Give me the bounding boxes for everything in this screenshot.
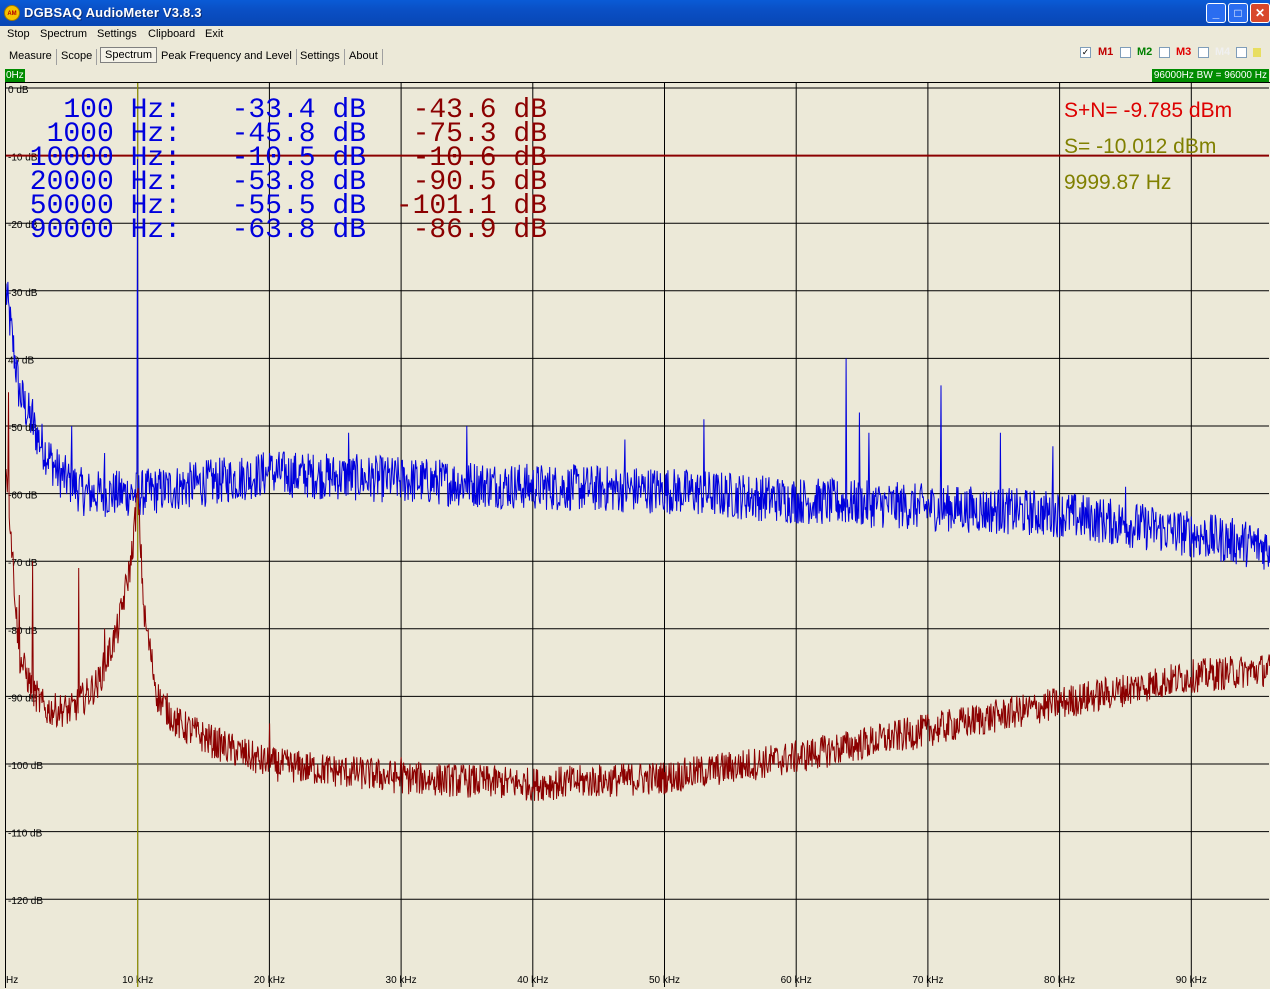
x-tick-label: Hz [6, 975, 18, 986]
y-tick-label: -10 dB [8, 153, 38, 164]
y-tick-label: -120 dB [8, 896, 43, 907]
x-tick-label: 90 kHz [1176, 975, 1207, 986]
app-icon: AM [4, 5, 20, 21]
menu-spectrum[interactable]: Spectrum [40, 28, 88, 40]
spectrum-svg: 0 dB -10 dB -20 dB -30 dB 40 dB -50 dB -60 dB -… [6, 83, 1270, 987]
readout-s-plus-n: S+N= -9.785 dBm [1064, 99, 1232, 122]
tab-about[interactable]: About [345, 49, 383, 65]
marker-m3-label: M3 [1176, 46, 1192, 58]
y-tick-label: 0 dB [8, 85, 29, 96]
table-level-blue: -55.5 dB [232, 191, 366, 222]
table-freq: 10000 Hz: [30, 143, 181, 174]
y-tick-label: -80 dB [8, 626, 38, 637]
window-title: DGBSAQ AudioMeter V3.8.3 [24, 5, 202, 20]
tab-measure[interactable]: Measure [5, 49, 57, 65]
maximize-button[interactable]: □ [1228, 3, 1248, 23]
table-freq: 20000 Hz: [30, 167, 181, 198]
marker-m4-label: M4 [1215, 46, 1231, 58]
spectrum-plot[interactable]: 0 dB -10 dB -20 dB -30 dB 40 dB -50 dB -60 dB -… [5, 82, 1270, 988]
y-tick-label: -100 dB [8, 761, 43, 772]
marker-m5-swatch [1253, 48, 1261, 57]
menu-stop[interactable]: Stop [7, 28, 30, 40]
marker-m5-checkbox[interactable] [1236, 47, 1247, 58]
x-tick-label: 80 kHz [1044, 975, 1075, 986]
marker-m2-label: M2 [1137, 46, 1153, 58]
table-level-red: -10.6 dB [413, 143, 547, 174]
x-tick-label: 20 kHz [254, 975, 285, 986]
tab-scope[interactable]: Scope [57, 49, 98, 65]
menu-bar: Stop Spectrum Settings Clipboard Exit [0, 26, 1270, 44]
y-tick-label: -110 dB [8, 829, 43, 840]
table-level-blue: -63.8 dB [232, 215, 366, 246]
y-tick-label: -70 dB [8, 558, 38, 569]
tab-bar: Measure Scope Spectrum Peak Frequency an… [0, 44, 1270, 68]
bandwidth-label: 96000Hz BW = 96000 Hz [1151, 69, 1269, 82]
y-tick-label: -90 dB [8, 693, 38, 704]
menu-clipboard[interactable]: Clipboard [148, 28, 196, 40]
start-frequency-label: 0Hz [5, 69, 25, 82]
table-level-red: -101.1 dB [396, 191, 547, 222]
tab-settings[interactable]: Settings [296, 49, 345, 65]
x-tick-label: 40 kHz [517, 975, 548, 986]
readout-frequency: 9999.87 Hz [1064, 171, 1171, 194]
table-level-red: -86.9 dB [413, 215, 547, 246]
table-level-blue: -10.5 dB [232, 143, 366, 174]
table-freq: 1000 Hz: [47, 119, 181, 150]
x-tick-label: 60 kHz [781, 975, 812, 986]
marker-m4-checkbox[interactable] [1198, 47, 1209, 58]
marker-m2-checkbox[interactable] [1120, 47, 1131, 58]
close-button[interactable]: ✕ [1250, 3, 1270, 23]
y-tick-label: -20 dB [8, 220, 38, 231]
table-level-red: -43.6 dB [413, 95, 547, 126]
marker-m3-checkbox[interactable] [1159, 47, 1170, 58]
y-tick-label: 40 dB [8, 355, 34, 366]
menu-exit[interactable]: Exit [205, 28, 224, 40]
tab-spectrum[interactable]: Spectrum [100, 47, 158, 63]
readout-s: S= -10.012 dBm [1064, 135, 1216, 158]
minimize-button[interactable]: _ [1206, 3, 1226, 23]
tab-peak-frequency-and-level[interactable]: Peak Frequency and Level [157, 49, 297, 65]
frequency-range-bar: 0Hz 96000Hz BW = 96000 Hz [0, 69, 1270, 82]
table-level-blue: -45.8 dB [232, 119, 366, 150]
x-tick-label: 70 kHz [912, 975, 943, 986]
table-level-blue: -53.8 dB [232, 167, 366, 198]
table-freq: 90000 Hz: [30, 215, 181, 246]
table-freq: 50000 Hz: [30, 191, 181, 222]
y-tick-label: -50 dB [8, 423, 38, 434]
table-freq: 100 Hz: [63, 95, 181, 126]
menu-settings[interactable]: Settings [97, 28, 137, 40]
blue-trace [6, 158, 1270, 570]
table-level-red: -90.5 dB [413, 167, 547, 198]
x-tick-label: 50 kHz [649, 975, 680, 986]
red-trace [6, 392, 1270, 801]
x-tick-label: 30 kHz [386, 975, 417, 986]
y-tick-label: -30 dB [8, 288, 38, 299]
y-tick-label: -60 dB [8, 491, 38, 502]
marker-m1-checkbox[interactable]: ✓ [1080, 47, 1091, 58]
table-level-blue: -33.4 dB [232, 95, 366, 126]
marker-m1-label: M1 [1098, 46, 1114, 58]
title-bar: AM DGBSAQ AudioMeter V3.8.3 _ □ ✕ [0, 0, 1270, 26]
table-level-red: -75.3 dB [413, 119, 547, 150]
